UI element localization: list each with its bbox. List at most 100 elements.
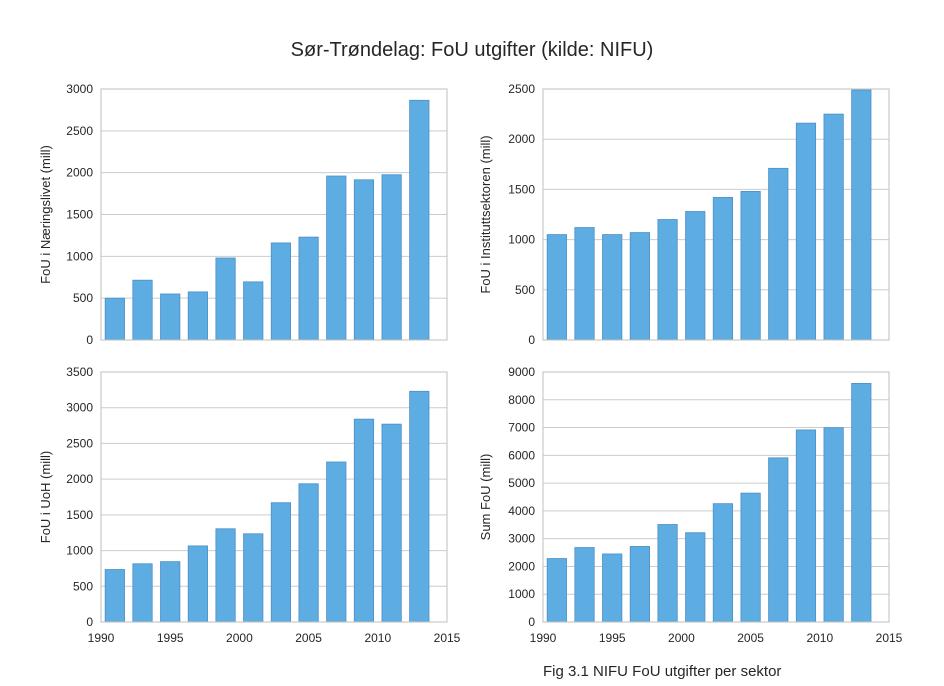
- bar-2003: [712, 197, 734, 341]
- y-tick-label: 1000: [66, 544, 93, 558]
- bar-2005: [740, 191, 761, 341]
- y-tick-label: 3000: [66, 82, 93, 96]
- y-tick-label: 500: [515, 283, 535, 297]
- y-tick-label: 2000: [508, 559, 535, 573]
- bar-1997: [629, 546, 650, 623]
- x-tick-label: 2015: [434, 631, 461, 645]
- y-tick-label: 0: [528, 333, 535, 347]
- bar-2001: [685, 211, 706, 341]
- bar-2005: [298, 483, 319, 623]
- figure-title: Sør-Trøndelag: FoU utgifter (kilde: NIFU…: [291, 39, 654, 61]
- x-tick-label: 1990: [530, 631, 557, 645]
- panel-naeringslivet: 0 500 1000 1500 2000 2500 3000 FoU i Næringsliv…: [38, 82, 448, 347]
- bar-2001: [243, 281, 264, 341]
- y-tick-label: 1000: [66, 249, 93, 263]
- y-tick-label: 3500: [66, 365, 93, 379]
- y-tick-label: 6000: [508, 448, 535, 462]
- bar-2001: [243, 533, 264, 623]
- bar-1999: [215, 528, 236, 623]
- y-axis-label: FoU i Instituttsektoren (mill): [478, 135, 493, 293]
- y-tick-label: 2000: [66, 166, 93, 180]
- panel-uoh: 0 500 1000 1500 2000 2500 3000 3500 1990 1995 2000…: [38, 365, 461, 645]
- y-tick-label: 2500: [508, 82, 535, 96]
- bar-2013: [409, 99, 430, 341]
- bar-1991: [104, 569, 125, 623]
- bar-2007: [768, 457, 789, 623]
- panel-instituttsektoren: 0 500 1000 1500 2000 2500 FoU i Instituttsekto…: [478, 82, 890, 347]
- bar-2005: [298, 236, 319, 341]
- bar-2007: [326, 175, 347, 341]
- y-tick-label: 8000: [508, 393, 535, 407]
- y-tick-label: 0: [528, 615, 535, 629]
- y-tick-label: 1500: [508, 182, 535, 196]
- x-tick-label: 2010: [806, 631, 833, 645]
- bar-1997: [629, 232, 650, 341]
- axes-frame: [100, 88, 448, 341]
- bar-2007: [768, 167, 789, 341]
- bar-1993: [132, 563, 153, 623]
- x-tick-label: 2015: [876, 631, 903, 645]
- x-tick-label: 2005: [737, 631, 764, 645]
- x-tick-label: 1995: [599, 631, 626, 645]
- bar-2009: [795, 122, 817, 341]
- y-tick-label: 0: [86, 615, 93, 629]
- y-tick-label: 4000: [508, 504, 535, 518]
- axes-frame: [100, 371, 448, 623]
- bar-1995: [160, 293, 181, 341]
- bar-1991: [546, 558, 567, 623]
- bar-1993: [574, 227, 595, 341]
- bar-2003: [712, 503, 734, 623]
- x-tick-label: 1990: [88, 631, 115, 645]
- y-tick-label: 1000: [508, 587, 535, 601]
- x-tick-label: 2000: [668, 631, 695, 645]
- y-tick-label: 3000: [508, 532, 535, 546]
- x-tick-label: 2005: [295, 631, 322, 645]
- y-axis-label: FoU i UoH (mill): [38, 451, 53, 543]
- bar-2011: [381, 423, 402, 623]
- bar-1997: [187, 545, 208, 623]
- axes-frame: [542, 371, 890, 623]
- bar-2003: [270, 242, 292, 341]
- bar-2011: [823, 113, 844, 341]
- y-tick-label: 1000: [508, 233, 535, 247]
- bar-1999: [657, 219, 678, 341]
- x-tick-label: 1995: [157, 631, 184, 645]
- bar-1993: [574, 547, 595, 623]
- bar-2009: [353, 179, 375, 341]
- y-tick-label: 2000: [508, 132, 535, 146]
- bar-1995: [602, 234, 623, 341]
- bar-2013: [409, 390, 430, 623]
- x-tick-label: 2000: [226, 631, 253, 645]
- y-tick-label: 1500: [66, 508, 93, 522]
- y-tick-label: 0: [86, 333, 93, 347]
- bar-1991: [104, 297, 125, 341]
- y-tick-label: 2000: [66, 472, 93, 486]
- bar-2013: [851, 89, 872, 341]
- bar-1999: [215, 257, 236, 341]
- y-axis-label: Sum FoU (mill): [478, 454, 493, 541]
- y-tick-label: 3000: [66, 401, 93, 415]
- y-tick-label: 2500: [66, 124, 93, 138]
- y-tick-label: 9000: [508, 365, 535, 379]
- bar-2011: [381, 174, 402, 341]
- y-axis-label: FoU i Næringslivet (mill): [38, 145, 53, 284]
- bar-2011: [823, 427, 844, 623]
- y-tick-label: 2500: [66, 436, 93, 450]
- bar-2005: [740, 492, 761, 623]
- x-tick-label: 2010: [364, 631, 391, 645]
- axes-frame: [542, 88, 890, 341]
- figure-caption: Fig 3.1 NIFU FoU utgifter per sektor: [543, 663, 781, 680]
- bar-1993: [132, 279, 153, 341]
- bar-2013: [851, 382, 872, 623]
- bar-2007: [326, 461, 347, 623]
- y-tick-label: 500: [73, 579, 93, 593]
- y-tick-label: 5000: [508, 476, 535, 490]
- bar-1991: [546, 234, 567, 341]
- y-tick-label: 7000: [508, 421, 535, 435]
- bar-1997: [187, 291, 208, 341]
- bar-2009: [795, 429, 817, 623]
- bar-1995: [602, 553, 623, 623]
- panel-sum: 0 1000 2000 3000 4000 5000 6000 7000 8000 9000 199…: [478, 365, 903, 645]
- bar-2003: [270, 502, 292, 623]
